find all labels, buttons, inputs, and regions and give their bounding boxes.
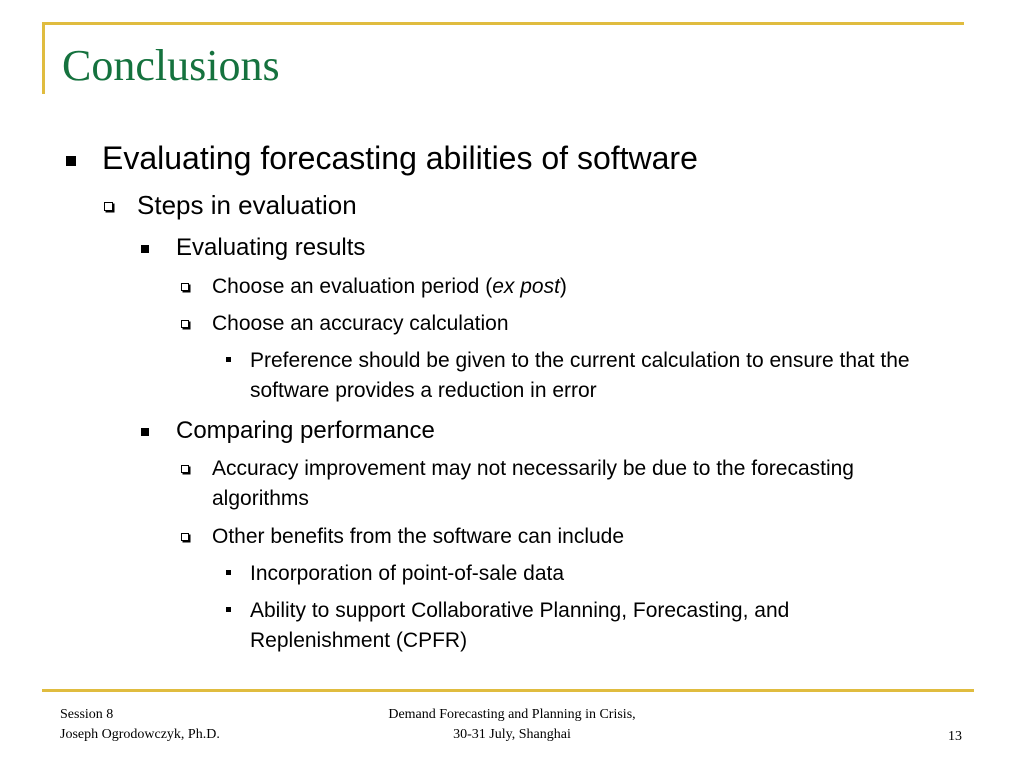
bullet-text-italic: ex post	[492, 275, 560, 298]
footer-rule	[42, 689, 974, 692]
footer-author: Joseph Ogrodowczyk, Ph.D.	[60, 727, 220, 742]
filled-square-bullet-icon	[141, 428, 149, 436]
footer-session: Session 8	[60, 707, 114, 722]
hollow-square-bullet-icon	[181, 283, 189, 291]
hollow-square-bullet-icon	[181, 320, 189, 328]
footer-event-info: Demand Forecasting and Planning in Crisi…	[352, 705, 672, 745]
bullet-level1: Evaluating forecasting abilities of soft…	[102, 140, 698, 176]
title-frame-vertical-rule	[42, 22, 45, 94]
footer-session-info: Session 8 Joseph Ogrodowczyk, Ph.D.	[60, 705, 220, 745]
filled-square-bullet-icon	[141, 245, 149, 253]
title-frame-horizontal-rule	[42, 22, 964, 25]
bullet-list: Evaluating forecasting abilities of soft…	[66, 140, 972, 652]
page-number: 13	[948, 729, 962, 744]
hollow-square-bullet-icon	[181, 465, 189, 473]
bullet-level5: Incorporation of point-of-sale data	[250, 562, 565, 585]
bullet-level5: Preference should be given to the curren…	[250, 349, 910, 402]
bullet-text-part: Choose an evaluation period (	[212, 275, 493, 298]
bullet-text-part: )	[559, 275, 567, 298]
bullet-level5: Ability to support Collaborative Plannin…	[250, 599, 790, 652]
bullet-level4: Choose an evaluation period (ex post)	[212, 272, 972, 302]
small-square-bullet-icon	[226, 570, 231, 575]
small-square-bullet-icon	[226, 607, 231, 612]
footer-event-date: 30-31 July, Shanghai	[453, 727, 571, 742]
bullet-level3: Evaluating results	[176, 234, 366, 261]
small-square-bullet-icon	[226, 357, 231, 362]
slide-title: Conclusions	[62, 41, 280, 90]
bullet-level2: Steps in evaluation	[137, 190, 357, 220]
bullet-level4: Choose an accuracy calculation	[212, 312, 509, 335]
filled-square-bullet-icon	[66, 156, 76, 166]
hollow-square-bullet-icon	[104, 202, 113, 211]
hollow-square-bullet-icon	[181, 533, 189, 541]
bullet-level4: Accuracy improvement may not necessarily…	[212, 457, 854, 510]
bullet-level3: Comparing performance	[176, 417, 435, 444]
bullet-level4: Other benefits from the software can inc…	[212, 525, 625, 548]
footer-event-title: Demand Forecasting and Planning in Crisi…	[388, 707, 636, 722]
